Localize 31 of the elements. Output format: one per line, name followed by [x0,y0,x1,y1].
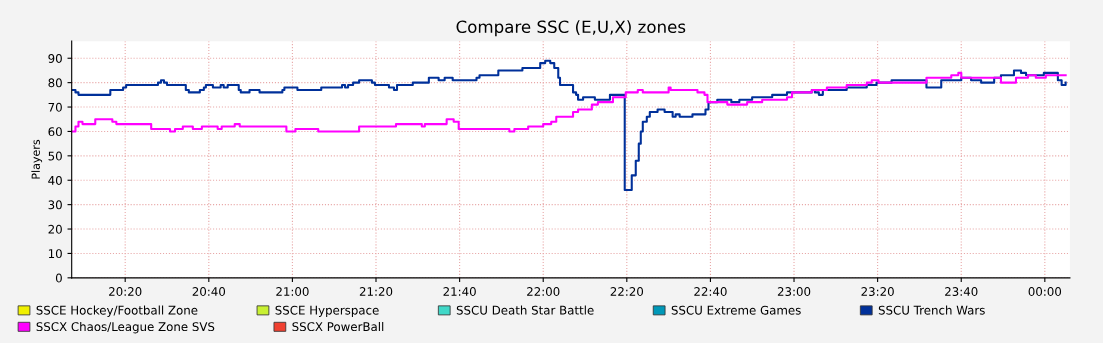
x-tick-label: 21:40 [443,287,476,296]
x-tick-label: 22:40 [694,287,727,296]
legend-label: SSCE Hyperspace [275,305,379,317]
chart-title: Compare SSC (E,U,X) zones [456,20,686,37]
legend-label: SSCU Death Star Battle [456,305,594,315]
x-tick-label: 23:40 [945,287,978,296]
x-tick-label: 21:00 [276,287,309,296]
y-tick-label: 0 [55,273,62,283]
legend-label: SSCE Hockey/Football Zone [36,305,198,317]
legend-label: SSCX Chaos/League Zone SVS [36,321,215,334]
y-tick-label: 90 [48,53,62,63]
y-tick-label: 30 [48,200,62,210]
x-tick-label: 22:00 [527,287,560,296]
x-tick-label: 23:20 [861,287,894,296]
legend-label: SSCX PowerBall [292,321,384,332]
x-tick-label: 21:20 [359,287,393,296]
y-tick-label: 70 [48,102,62,112]
y-tick-label: 60 [48,127,62,137]
y-tick-label: 80 [48,78,62,88]
x-tick-label: 20:20 [109,287,142,296]
y-tick-label: 40 [48,175,62,185]
x-tick-label: 22:20 [610,287,644,296]
y-tick-label: 20 [48,224,62,234]
y-tick-label: 50 [48,151,62,161]
y-tick-label: 10 [48,249,62,259]
x-tick-label: 23:00 [777,287,811,296]
y-axis-title: Players [31,139,43,179]
x-tick-label: 00:00 [1028,287,1062,296]
x-tick-label: 20:40 [192,287,226,296]
legend-label: SSCU Trench Wars [878,305,985,315]
legend-label: SSCU Extreme Games [671,305,801,315]
